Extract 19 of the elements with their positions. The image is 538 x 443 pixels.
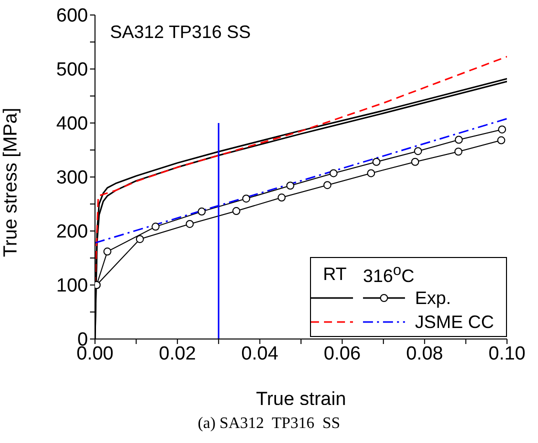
y-tick-label: 300 bbox=[56, 168, 88, 189]
annotation: 316$^{o}$C bbox=[363, 262, 414, 286]
x-axis-title: True strain bbox=[256, 389, 346, 410]
text: (a) SA312 TP316 SS bbox=[196, 415, 342, 433]
y-tick-label: 200 bbox=[56, 222, 88, 243]
chart-title: SA312 TP316 SS bbox=[110, 22, 251, 43]
legend-label: Exp. bbox=[415, 288, 452, 308]
legend-label: JSME CC bbox=[415, 312, 494, 332]
y-tick-label: 500 bbox=[56, 60, 88, 81]
x-tick-label: 0.06 bbox=[324, 343, 361, 364]
annotation: RT bbox=[323, 264, 348, 284]
y-axis-title: True stress [MPa] bbox=[0, 108, 22, 257]
x-tick-label: 0.04 bbox=[241, 343, 279, 364]
y-tick-label: 400 bbox=[56, 114, 88, 135]
y-tick-label: 100 bbox=[56, 276, 88, 297]
y-tick-label: 600 bbox=[56, 6, 88, 27]
x-tick-label: 0.08 bbox=[406, 343, 444, 364]
x-tick-label: 0.02 bbox=[158, 343, 196, 364]
x-tick-label: 0.10 bbox=[488, 343, 526, 364]
